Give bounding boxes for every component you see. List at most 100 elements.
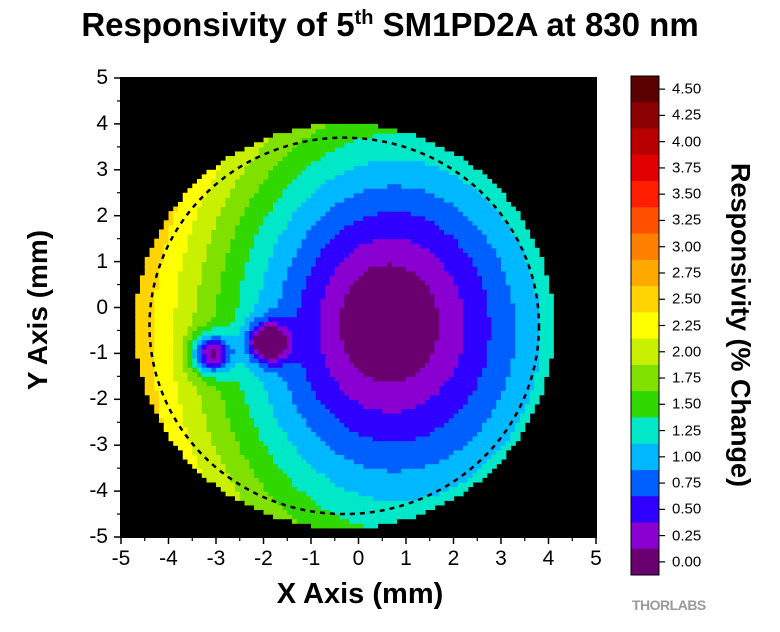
heatmap-cell: [244, 252, 250, 258]
heatmap-cell: [396, 362, 402, 368]
heatmap-cell: [254, 234, 260, 240]
heatmap-cell: [349, 449, 355, 455]
heatmap-cell: [363, 321, 369, 327]
heatmap-cell: [401, 394, 407, 400]
heatmap-cell: [353, 284, 360, 290]
heatmap-cell: [230, 491, 236, 497]
heatmap-cell: [292, 133, 298, 139]
heatmap-cell: [154, 261, 160, 267]
heatmap-cell: [168, 357, 174, 364]
heatmap-cell: [410, 224, 417, 231]
heatmap-cell: [320, 514, 326, 520]
heatmap-cell: [344, 206, 350, 212]
heatmap-cell: [311, 390, 317, 396]
heatmap-cell: [330, 165, 336, 171]
heatmap-cell: [368, 348, 374, 354]
heatmap-cell: [168, 266, 174, 272]
heatmap-cell: [382, 266, 388, 272]
heatmap-cell: [140, 302, 146, 309]
heatmap-cell: [282, 252, 288, 258]
heatmap-cell: [439, 500, 445, 506]
heatmap-cell: [230, 330, 236, 336]
heatmap-cell: [372, 169, 379, 175]
heatmap-cell: [368, 417, 374, 423]
heatmap-cell: [149, 330, 155, 336]
heatmap-cell: [429, 197, 436, 203]
heatmap-cell: [406, 247, 412, 254]
heatmap-cell: [377, 279, 383, 286]
heatmap-cell: [192, 380, 198, 387]
heatmap-cell: [220, 367, 227, 373]
heatmap-cell: [168, 376, 174, 382]
heatmap-cell: [273, 417, 279, 423]
heatmap-cell: [320, 252, 326, 258]
heatmap-cell: [301, 220, 307, 226]
heatmap-cell: [339, 243, 345, 249]
heatmap-cell: [425, 279, 431, 286]
heatmap-cell: [377, 445, 383, 451]
heatmap-cell: [363, 142, 369, 148]
heatmap-cell: [353, 261, 360, 267]
heatmap-cell: [334, 224, 341, 231]
heatmap-cell: [330, 325, 336, 332]
heatmap-cell: [377, 302, 383, 309]
heatmap-cell: [396, 481, 402, 488]
heatmap-cell: [182, 211, 189, 217]
heatmap-cell: [296, 289, 303, 295]
heatmap-cell: [377, 518, 383, 524]
heatmap-cell: [410, 380, 417, 387]
heatmap-cell: [391, 408, 398, 414]
heatmap-cell: [230, 302, 236, 309]
heatmap-cell: [401, 500, 407, 506]
heatmap-cell: [415, 201, 421, 208]
heatmap-cell: [315, 335, 322, 341]
heatmap-cell: [410, 422, 417, 428]
heatmap-cell: [225, 339, 231, 345]
heatmap-cell: [315, 458, 322, 465]
heatmap-cell: [349, 284, 355, 290]
heatmap-cell: [159, 348, 165, 354]
heatmap-cell: [363, 229, 369, 235]
heatmap-cell: [320, 408, 326, 414]
heatmap-cell: [230, 247, 236, 254]
heatmap-cell: [301, 197, 307, 203]
heatmap-cell: [420, 491, 426, 497]
heatmap-cell: [258, 234, 265, 240]
heatmap-cell: [211, 183, 217, 189]
heatmap-cell: [211, 335, 217, 341]
heatmap-cell: [225, 307, 231, 313]
heatmap-cell: [273, 335, 279, 341]
heatmap-cell: [273, 174, 279, 180]
heatmap-cell: [173, 353, 179, 359]
heatmap-cell: [287, 183, 293, 189]
heatmap-cell: [368, 238, 374, 244]
heatmap-cell: [239, 367, 246, 373]
heatmap-cell: [135, 312, 141, 318]
heatmap-cell: [444, 293, 450, 299]
heatmap-cell: [339, 325, 345, 332]
heatmap-cell: [192, 367, 198, 373]
heatmap-cell: [358, 169, 364, 175]
heatmap-cell: [415, 431, 421, 437]
heatmap-cell: [306, 454, 312, 460]
heatmap-cell: [163, 371, 170, 377]
heatmap-cell: [249, 436, 255, 442]
heatmap-cell: [277, 325, 284, 332]
heatmap-cell: [268, 234, 274, 240]
heatmap-cell: [206, 376, 212, 382]
heatmap-cell: [439, 495, 445, 501]
heatmap-cell: [401, 385, 407, 391]
heatmap-cell: [358, 284, 364, 290]
heatmap-cell: [330, 229, 336, 235]
heatmap-cell: [439, 243, 445, 249]
heatmap-cell: [230, 215, 236, 221]
heatmap-cell: [401, 247, 407, 254]
heatmap-cell: [239, 165, 246, 171]
heatmap-cell: [315, 128, 322, 134]
heatmap-cell: [353, 123, 360, 130]
heatmap-cell: [258, 312, 265, 318]
heatmap-cell: [178, 289, 184, 295]
heatmap-cell: [277, 261, 284, 267]
heatmap-cell: [173, 399, 179, 405]
heatmap-cell: [282, 514, 288, 520]
